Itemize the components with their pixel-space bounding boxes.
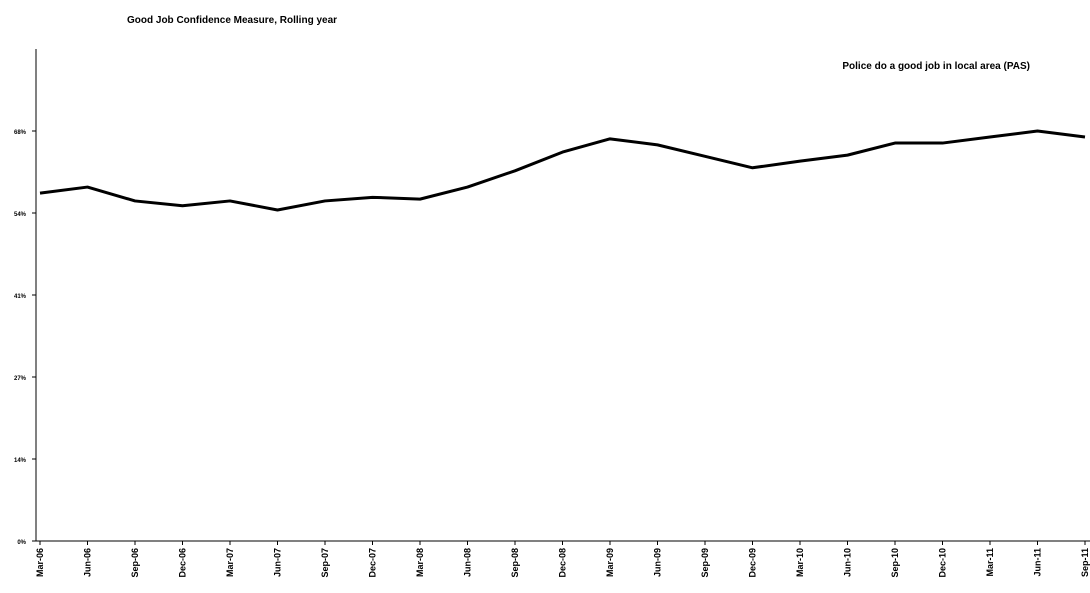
legend-entry: Police do a good job in local area (PAS) [842, 61, 1030, 72]
x-tick-label: Mar-11 [985, 548, 995, 577]
chart-title: Good Job Confidence Measure, Rolling yea… [127, 15, 337, 26]
x-tick-label: Mar-10 [795, 548, 805, 577]
x-tick-label: Sep-07 [320, 548, 330, 578]
x-tick-label: Jun-07 [273, 548, 283, 577]
x-tick-label: Jun-06 [83, 548, 93, 577]
series-line [39, 129, 1086, 212]
x-tick-label: Mar-08 [415, 548, 425, 577]
y-tick-label: 27% [14, 376, 27, 382]
x-tick-label: Jun-10 [843, 548, 853, 577]
x-tick-label: Sep-08 [510, 548, 520, 578]
x-tick-label: Mar-09 [605, 548, 615, 577]
x-tick-label: Sep-11 [1080, 548, 1090, 577]
y-tick-label: 14% [14, 458, 27, 464]
x-tick-label: Jun-11 [1033, 548, 1043, 577]
x-tick-label: Dec-07 [368, 548, 378, 578]
x-tick-label: Dec-09 [748, 548, 758, 578]
x-tick-label: Jun-09 [653, 548, 663, 577]
x-tick-label: Sep-10 [890, 548, 900, 578]
y-tick-label: 68% [14, 130, 27, 136]
y-tick-label: 41% [14, 294, 27, 300]
x-tick-label: Dec-08 [558, 548, 568, 578]
x-tick-label: Sep-09 [700, 548, 710, 578]
y-tick-label: 0% [17, 540, 26, 546]
y-tick-label: 54% [14, 212, 27, 218]
x-tick-label: Mar-06 [35, 548, 45, 577]
x-tick-label: Dec-06 [178, 548, 188, 578]
x-tick-label: Mar-07 [225, 548, 235, 577]
x-tick-label: Dec-10 [938, 548, 948, 578]
x-tick-label: Jun-08 [463, 548, 473, 577]
x-tick-label: Sep-06 [130, 548, 140, 578]
